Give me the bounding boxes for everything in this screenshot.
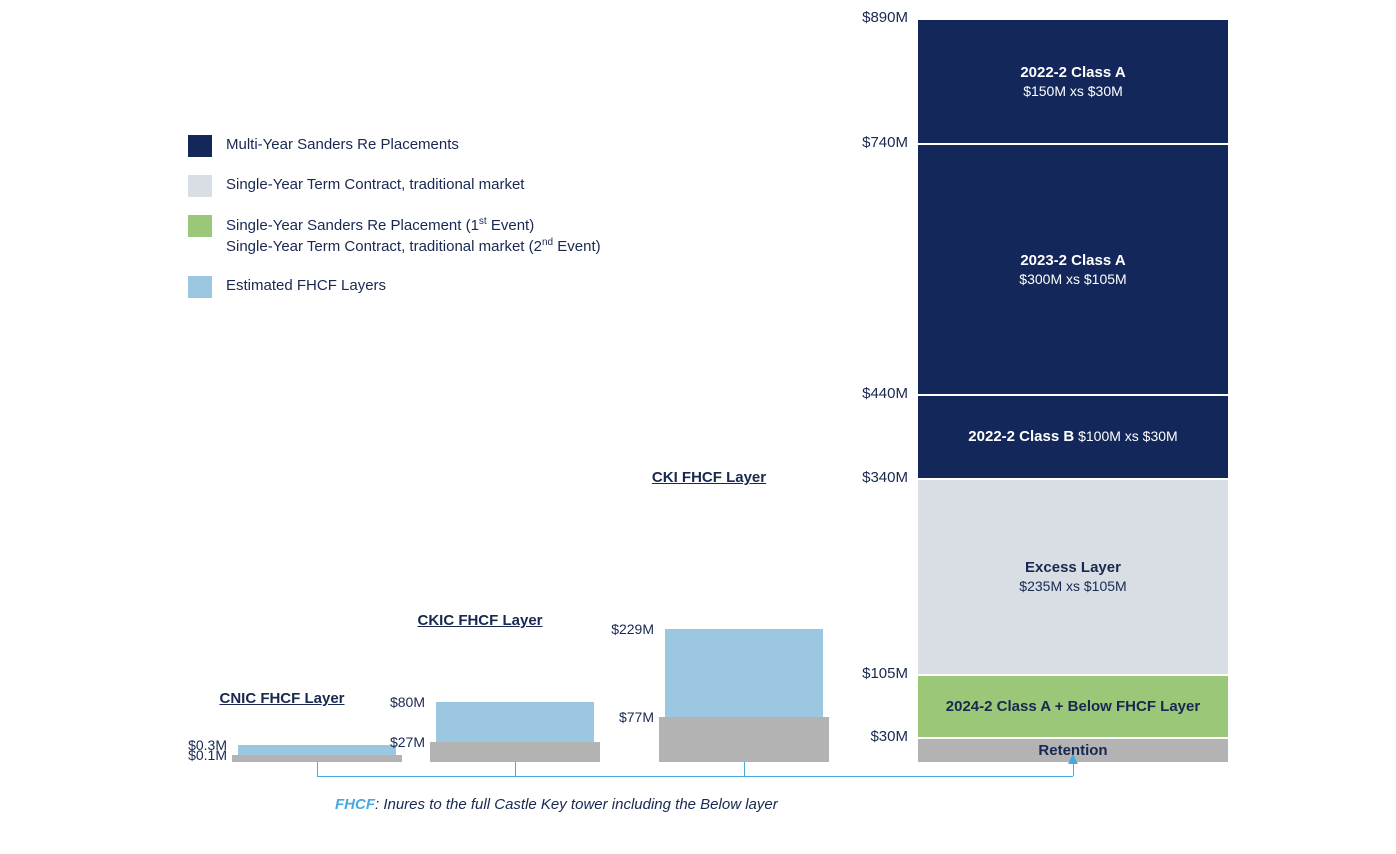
- connector-drop: [515, 762, 516, 776]
- smallbar-seg-top: [238, 745, 396, 755]
- legend-swatch: [188, 175, 212, 197]
- tower-layer: 2024-2 Class A + Below FHCF Layer: [918, 674, 1228, 737]
- smallbar-title: CNIC FHCF Layer: [192, 690, 372, 707]
- smallbar-title: CKI FHCF Layer: [619, 469, 799, 486]
- smallbar-body: [430, 702, 600, 762]
- connector-drop: [744, 762, 745, 776]
- tower-y-label: $890M: [838, 9, 908, 26]
- legend-swatch: [188, 135, 212, 157]
- tower-y-label: $340M: [838, 469, 908, 486]
- tower-y-label: $740M: [838, 134, 908, 151]
- smallbar-seg-top: [436, 702, 594, 742]
- tower-layer: 2022-2 Class A $150M xs $30M: [918, 18, 1228, 143]
- diagram-container: Multi-Year Sanders Re Placements Single-Y…: [0, 0, 1396, 854]
- legend-label: Multi-Year Sanders Re Placements: [226, 135, 459, 155]
- smallbar-seg-top: [665, 629, 823, 717]
- layer-subtitle: $150M xs $30M: [1023, 83, 1123, 99]
- smallbar-seg-bottom: [430, 742, 600, 762]
- legend-item: Single-Year Term Contract, traditional m…: [188, 175, 601, 197]
- tower-layer: 2022-2 Class B $100M xs $30M: [918, 394, 1228, 478]
- footnote: FHCF: Inures to the full Castle Key towe…: [335, 796, 778, 813]
- cki-bar: CKI FHCF Layer$229M$77M: [659, 629, 829, 762]
- tower-y-label: $440M: [838, 385, 908, 402]
- legend-item: Multi-Year Sanders Re Placements: [188, 135, 601, 157]
- layer-title: 2024-2 Class A + Below FHCF Layer: [946, 698, 1200, 715]
- footnote-fhcf-label: FHCF: [335, 796, 375, 813]
- layer-title: 2023-2 Class A: [1020, 252, 1125, 269]
- legend-item: Single-Year Sanders Re Placement (1st Ev…: [188, 215, 601, 258]
- tower-layer: Excess Layer $235M xs $105M: [918, 478, 1228, 674]
- tower-y-label: $105M: [838, 665, 908, 682]
- footnote-text: : Inures to the full Castle Key tower in…: [375, 796, 778, 813]
- smallbar-value-bottom: $27M: [375, 734, 425, 750]
- legend-label: Single-Year Term Contract, traditional m…: [226, 175, 524, 195]
- ckic-bar: CKIC FHCF Layer$80M$27M: [430, 702, 600, 762]
- smallbar-body: [659, 629, 829, 762]
- connector-horizontal: [317, 776, 1073, 777]
- legend: Multi-Year Sanders Re Placements Single-Y…: [188, 135, 601, 316]
- smallbar-seg-bottom: [232, 755, 402, 762]
- legend-label: Single-Year Sanders Re Placement (1st Ev…: [226, 215, 601, 258]
- smallbar-value-top: $229M: [604, 621, 654, 637]
- layer-subtitle: $300M xs $105M: [1019, 271, 1126, 287]
- legend-item: Estimated FHCF Layers: [188, 276, 601, 298]
- connector-arrowhead-icon: [1068, 754, 1078, 764]
- layer-subtitle: $235M xs $105M: [1019, 578, 1126, 594]
- reinsurance-tower: 2022-2 Class A $150M xs $30M 2023-2 Class …: [918, 18, 1228, 762]
- smallbar-value-top: $80M: [375, 694, 425, 710]
- tower-layer: 2023-2 Class A $300M xs $105M: [918, 143, 1228, 394]
- smallbar-value-bottom: $0.1M: [177, 747, 227, 763]
- smallbar-title: CKIC FHCF Layer: [390, 612, 570, 629]
- layer-title: 2022-2 Class A: [1020, 64, 1125, 81]
- layer-label: 2022-2 Class B $100M xs $30M: [968, 428, 1177, 445]
- legend-label: Estimated FHCF Layers: [226, 276, 386, 296]
- legend-swatch: [188, 215, 212, 237]
- smallbar-value-bottom: $77M: [604, 709, 654, 725]
- connector-up: [1073, 764, 1074, 776]
- tower-y-label: $30M: [838, 728, 908, 745]
- legend-swatch: [188, 276, 212, 298]
- smallbar-seg-bottom: [659, 717, 829, 762]
- connector-drop: [317, 762, 318, 776]
- layer-title: Excess Layer: [1025, 559, 1121, 576]
